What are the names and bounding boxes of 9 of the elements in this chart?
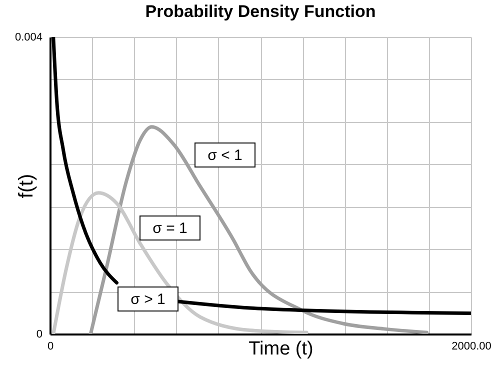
chart-title: Probability Density Function [145,2,376,21]
x-tick-label: 2000.00 [452,340,492,352]
x-axis-title: Time (t) [248,338,314,360]
line-series [88,125,429,334]
series-label: σ > 1 [130,291,166,308]
series-label: σ = 1 [152,220,188,237]
series-label: σ < 1 [208,147,242,164]
y-tick-label: 0.004 [14,32,42,44]
y-axis-title: f(t) [16,174,38,198]
